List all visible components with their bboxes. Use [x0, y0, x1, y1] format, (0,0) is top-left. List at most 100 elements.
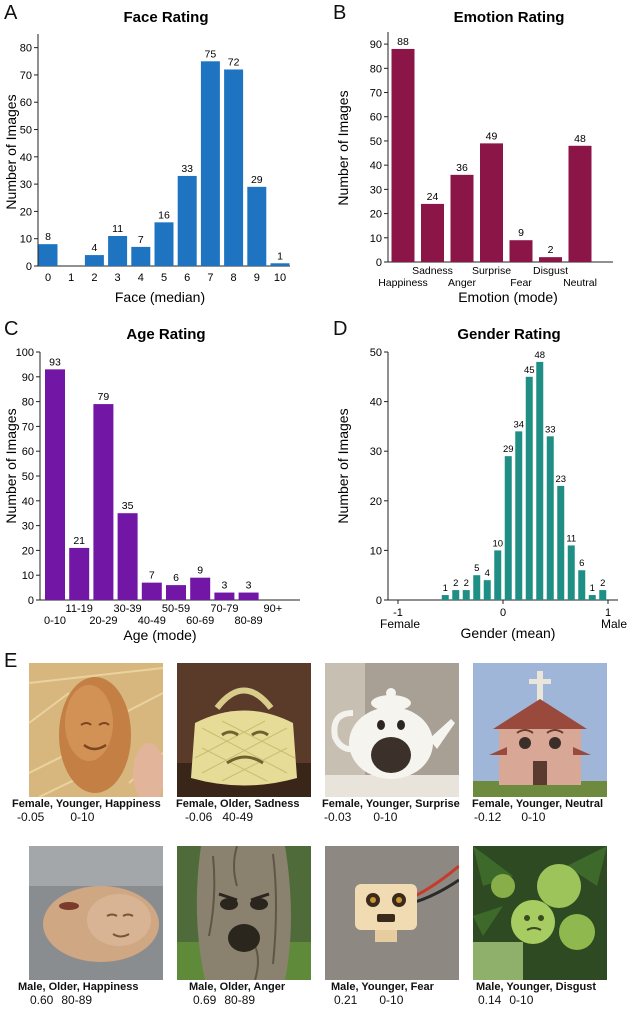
data-bar — [557, 485, 565, 600]
data-bar — [536, 361, 544, 600]
data-bar — [93, 404, 114, 600]
data-value-label: 33 — [181, 163, 193, 175]
x-tick-label: 40-49 — [138, 615, 166, 627]
data-bar — [45, 369, 65, 600]
y-tick-label: 0 — [26, 261, 32, 273]
data-bar — [509, 240, 533, 262]
y-tick-label: 40 — [22, 496, 34, 508]
example-caption: Male, Older, Happiness 0.60 80-89 — [18, 981, 138, 1007]
y-tick-label: 20 — [370, 496, 382, 508]
data-bar — [568, 145, 592, 262]
example-label: Male, Older, Anger — [189, 981, 286, 993]
x-tick-label: 3 — [115, 272, 121, 284]
y-tick-label: 40 — [370, 397, 382, 409]
example-gender-value: -0.05 — [17, 810, 45, 824]
chart-title: Face Rating — [123, 9, 208, 26]
data-bar — [567, 545, 575, 600]
data-bar — [166, 585, 186, 600]
data-value-label: 35 — [122, 500, 134, 512]
data-value-label: 79 — [98, 391, 110, 403]
x-tick-label: 50-59 — [162, 603, 190, 615]
y-axis-label: Number of Images — [3, 408, 19, 523]
data-bar — [247, 186, 267, 266]
example-label: Female, Younger, Surprise — [322, 798, 460, 810]
data-value-label: 6 — [579, 558, 584, 569]
x-axis-label: Age (mode) — [123, 627, 196, 643]
chart-title: Emotion Rating — [454, 9, 565, 26]
data-bar — [154, 222, 174, 266]
y-tick-label: 10 — [20, 234, 32, 246]
y-tick-label: 60 — [370, 112, 382, 124]
panel-label-e: E — [4, 650, 18, 672]
example-age-value: 0-10 — [373, 810, 398, 824]
example-gender-value: 0.69 — [193, 993, 217, 1007]
example-age-value: 80-89 — [224, 993, 256, 1007]
data-value-label: 72 — [228, 56, 240, 68]
data-value-label: 49 — [486, 130, 498, 142]
data-bar — [462, 590, 470, 600]
y-tick-label: 90 — [370, 39, 382, 51]
thumbnail-connector — [325, 846, 459, 980]
data-value-label: 1 — [590, 583, 595, 594]
example-caption: Female, Younger, Surprise -0.03 0-10 — [322, 798, 460, 824]
data-value-label: 93 — [49, 356, 61, 368]
data-bar — [421, 203, 444, 262]
x-tick-label: 0 — [45, 272, 51, 284]
data-bar — [504, 456, 512, 600]
data-bar — [578, 570, 586, 600]
x-tick-label: 6 — [184, 272, 190, 284]
data-value-label: 48 — [534, 350, 545, 361]
example-caption: Male, Older, Anger 0.69 80-89 — [189, 981, 285, 1007]
panel-label-d: D — [333, 318, 348, 340]
data-value-label: 34 — [513, 419, 524, 430]
example-label: Female, Older, Sadness — [176, 798, 300, 810]
data-value-label: 36 — [456, 162, 468, 174]
data-bar — [588, 595, 596, 600]
x-axis-label: Gender (mean) — [461, 625, 556, 641]
data-value-label: 75 — [205, 48, 217, 60]
example-label: Male, Younger, Disgust — [476, 981, 597, 993]
data-bar — [546, 436, 554, 600]
data-bar — [177, 175, 197, 266]
y-tick-label: 40 — [20, 152, 32, 164]
x-tick-label: 20-29 — [89, 615, 117, 627]
x-tick-label: 80-89 — [235, 615, 263, 627]
example-caption: Female, Older, Sadness -0.06 40-49 — [176, 798, 300, 824]
data-value-label: 21 — [73, 535, 85, 547]
y-axis-label: Number of Images — [3, 94, 19, 209]
data-bar — [69, 547, 90, 600]
data-value-label: 7 — [149, 570, 155, 582]
example-age-value: 80-89 — [61, 993, 93, 1007]
example-gender-value: 0.60 — [30, 993, 54, 1007]
chart-title: Age Rating — [126, 326, 205, 343]
data-value-label: 2 — [600, 578, 605, 589]
y-tick-label: 70 — [20, 70, 32, 82]
data-value-label: 2 — [453, 578, 458, 589]
example-label: Female, Younger, Happiness — [12, 798, 161, 810]
face-rating-chart: Face Rating Number of Images Face (media… — [3, 9, 290, 305]
y-tick-label: 30 — [370, 184, 382, 196]
thumbnail-tree — [177, 846, 311, 980]
data-bar — [38, 244, 58, 266]
data-bar — [131, 246, 151, 266]
y-tick-label: 50 — [370, 136, 382, 148]
y-tick-label: 10 — [22, 570, 34, 582]
data-value-label: 10 — [492, 538, 503, 549]
data-bar — [480, 143, 503, 262]
y-tick-label: 0 — [28, 595, 34, 607]
example-caption: Male, Younger, Fear 0.21 0-10 — [331, 981, 434, 1007]
y-tick-label: 20 — [20, 206, 32, 218]
y-tick-label: 70 — [370, 88, 382, 100]
data-bar — [452, 590, 460, 600]
data-bar — [117, 513, 138, 600]
data-bar — [539, 257, 562, 262]
data-value-label: 3 — [246, 580, 252, 592]
example-age-value: 0-10 — [379, 993, 404, 1007]
thumbnail-potato — [29, 663, 163, 797]
x-axis-label: Emotion (mode) — [458, 289, 558, 305]
data-value-label: 88 — [397, 36, 409, 48]
y-tick-label: 50 — [22, 471, 34, 483]
y-tick-label: 50 — [20, 125, 32, 137]
y-tick-label: 30 — [370, 446, 382, 458]
data-bar — [214, 592, 235, 600]
